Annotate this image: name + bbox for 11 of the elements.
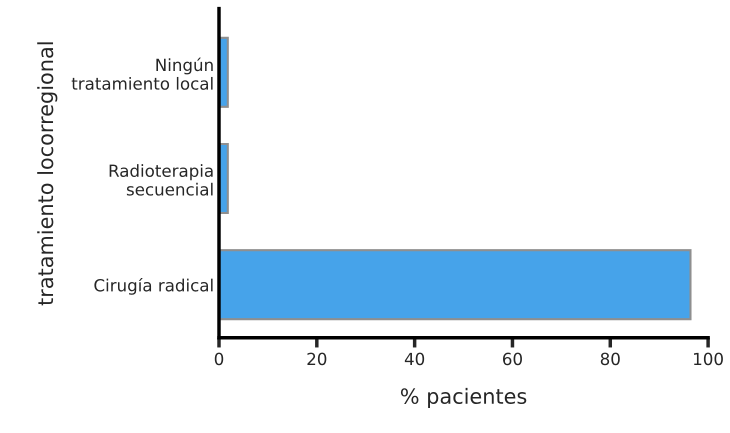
x-tick-label: 20 xyxy=(307,352,326,366)
y-tick-label: Cirugía radical xyxy=(94,278,213,295)
y-tick-label: Ningún tratamiento local xyxy=(72,58,213,90)
x-tick-label: 0 xyxy=(214,352,224,366)
x-tick-label: 60 xyxy=(503,352,522,366)
x-axis-title: % pacientes xyxy=(400,388,526,408)
x-tick-label: 40 xyxy=(404,352,424,366)
y-axis-title: tratamiento locorregional xyxy=(37,42,58,306)
x-tick-label: 80 xyxy=(600,352,620,366)
y-tick-label: Radioterapia secuencial xyxy=(110,164,213,196)
x-tick-label: 100 xyxy=(694,352,723,366)
